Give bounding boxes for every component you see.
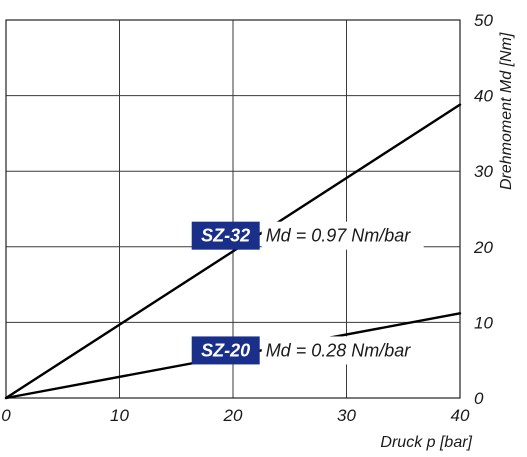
y-tick-label-0: 0 [474, 389, 484, 408]
series-line-sz-32 [4, 103, 462, 400]
series-tag-sz-20: SZ-20 [201, 340, 250, 360]
y-tick-label-40: 40 [474, 87, 493, 106]
y-tick-label-20: 20 [473, 238, 493, 257]
y-tick-labels: 0 10 20 30 40 50 [473, 11, 493, 408]
series-labels: SZ-32 Md = 0.97 Nm/bar SZ-20 Md = 0.28 Nm/b… [191, 221, 424, 365]
y-tick-label-10: 10 [474, 313, 493, 332]
x-tick-label-10: 10 [110, 406, 129, 425]
series-equation-bg-sz-20 [261, 336, 424, 365]
series-tag-box-sz-32 [191, 221, 260, 250]
plot-border [5, 19, 461, 399]
series-equation-bg-sz-32 [261, 221, 424, 250]
x-tick-label-40: 40 [451, 406, 470, 425]
series-tag-sz-32: SZ-32 [201, 226, 250, 246]
x-tick-label-0: 0 [1, 406, 11, 425]
x-tick-label-20: 20 [223, 406, 243, 425]
y-axis-label: Drehmoment Md [Nm] [498, 32, 515, 190]
series-equation-sz-32: Md = 0.97 Nm/bar [266, 226, 412, 246]
series-equation-sz-20: Md = 0.28 Nm/bar [266, 340, 412, 360]
series-tag-box-sz-20 [191, 336, 260, 365]
x-tick-label-30: 30 [337, 406, 356, 425]
plot-frame [5, 19, 461, 399]
x-axis-label: Druck p [bar] [380, 434, 472, 451]
y-tick-label-50: 50 [474, 11, 493, 30]
x-tick-labels: 0 10 20 30 40 [1, 406, 470, 425]
y-tick-label-30: 30 [474, 162, 493, 181]
